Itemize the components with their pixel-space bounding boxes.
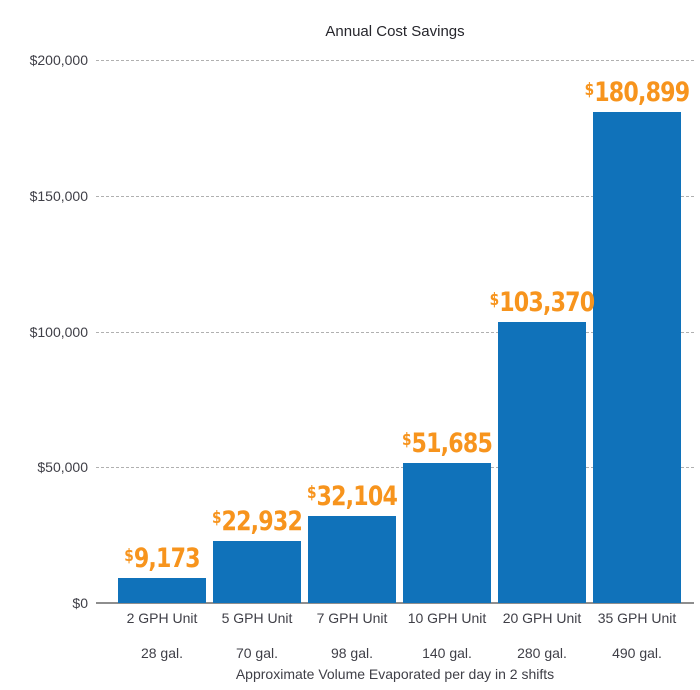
x-axis-line [96, 602, 694, 604]
xtick-label-5-gph-unit: 5 GPH Unit [221, 610, 293, 626]
value-label-2-gph-unit: $9,173 [92, 545, 231, 575]
value-label-7-gph-unit: $32,104 [282, 480, 421, 513]
chart-title: Annual Cost Savings [325, 23, 465, 40]
gridline-100000 [96, 331, 694, 333]
xtick-sublabel-490-gal: 490 gal. [612, 645, 662, 661]
xtick-label-35-gph-unit: 35 GPH Unit [597, 610, 677, 626]
value-label-10-gph-unit: $51,685 [377, 427, 516, 460]
xtick-sublabel-140-gal: 140 gal. [422, 645, 472, 661]
xtick-sublabel-70-gal: 70 gal. [235, 645, 279, 661]
bar-2-gph-unit [118, 578, 206, 603]
xtick-label-7-gph-unit: 7 GPH Unit [316, 610, 388, 626]
ytick-label-50000: $50,000 [37, 459, 88, 476]
dollar-sign: $ [584, 78, 595, 99]
xtick-label-10-gph-unit: 10 GPH Unit [407, 610, 487, 626]
xtick-sublabel-28-gal: 28 gal. [140, 645, 184, 661]
xtick-label-2-gph-unit: 2 GPH Unit [126, 610, 198, 626]
gridline-200000 [96, 60, 694, 61]
value-label-5-gph-unit: $22,932 [187, 505, 326, 538]
value-number: 22,932 [221, 505, 303, 537]
dollar-sign: $ [401, 429, 412, 450]
gridline-150000 [96, 195, 694, 197]
value-label-20-gph-unit: $103,370 [472, 289, 611, 319]
x-axis-title: Approximate Volume Evaporated per day in… [235, 666, 555, 682]
xtick-label-20-gph-unit: 20 GPH Unit [502, 610, 582, 626]
bar-7-gph-unit [308, 515, 396, 603]
value-number: 51,685 [411, 427, 493, 459]
bar-5-gph-unit [213, 540, 301, 603]
xtick-sublabel-98-gal: 98 gal. [330, 645, 374, 661]
bar-35-gph-unit [593, 111, 681, 603]
bar-20-gph-unit [498, 322, 586, 603]
xtick-sublabel-280-gal: 280 gal. [517, 645, 567, 661]
value-number: 180,899 [594, 76, 690, 108]
bar-10-gph-unit [403, 462, 491, 603]
value-label-35-gph-unit: $180,899 [567, 76, 700, 109]
value-number: 32,104 [316, 480, 398, 512]
gridline-50000 [96, 467, 694, 469]
dollar-sign: $ [306, 482, 317, 503]
dollar-sign: $ [489, 289, 500, 309]
value-number: 9,173 [133, 543, 201, 575]
ytick-label-100000: $100,000 [29, 323, 88, 340]
ytick-label-0: $0 [72, 595, 88, 611]
ytick-label-200000: $200,000 [29, 52, 88, 68]
value-number: 103,370 [499, 287, 595, 319]
dollar-sign: $ [211, 507, 222, 528]
dollar-sign: $ [124, 544, 134, 565]
ytick-label-150000: $150,000 [29, 187, 88, 204]
